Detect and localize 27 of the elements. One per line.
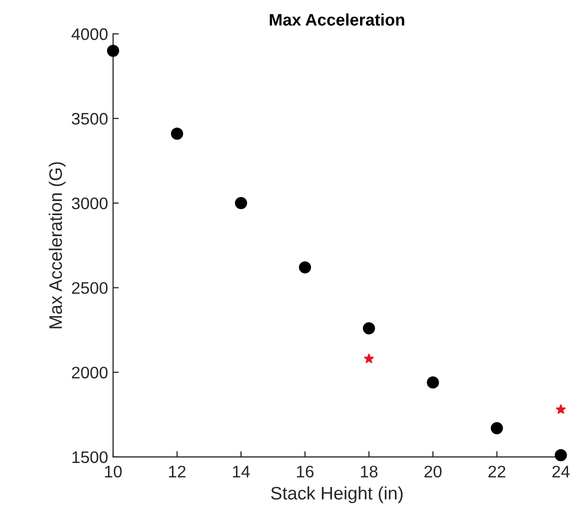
point <box>362 322 376 334</box>
point <box>490 422 503 434</box>
x-tick-label: 14 <box>233 466 250 478</box>
x-tick-label: 18 <box>360 466 378 478</box>
x-tick-label: 10 <box>105 466 122 478</box>
x-tick-label: 12 <box>169 466 186 478</box>
point <box>107 44 120 57</box>
x-tick-label: 16 <box>296 466 314 478</box>
point <box>170 128 184 140</box>
x-tick-label: 22 <box>488 466 506 478</box>
y-tick-label: 2000 <box>72 366 108 379</box>
y-tick-label: 1500 <box>72 451 108 464</box>
x-axis-title: Stack Height (in) <box>271 486 403 504</box>
x-tick-label: 20 <box>424 466 442 478</box>
point <box>556 404 566 414</box>
y-axis-title: Max Acceleration (G) <box>48 162 66 328</box>
x-tick-label: 24 <box>552 466 570 478</box>
y-tick-label: 3500 <box>72 112 108 125</box>
point <box>426 376 439 389</box>
chart-title: Max Acceleration <box>270 13 404 26</box>
y-tick-label: 4000 <box>72 28 108 40</box>
point <box>554 449 567 462</box>
point <box>234 197 248 210</box>
y-tick-label: 3000 <box>72 197 108 210</box>
point <box>364 354 374 364</box>
y-tick-label: 2500 <box>72 282 108 294</box>
point <box>298 261 312 274</box>
